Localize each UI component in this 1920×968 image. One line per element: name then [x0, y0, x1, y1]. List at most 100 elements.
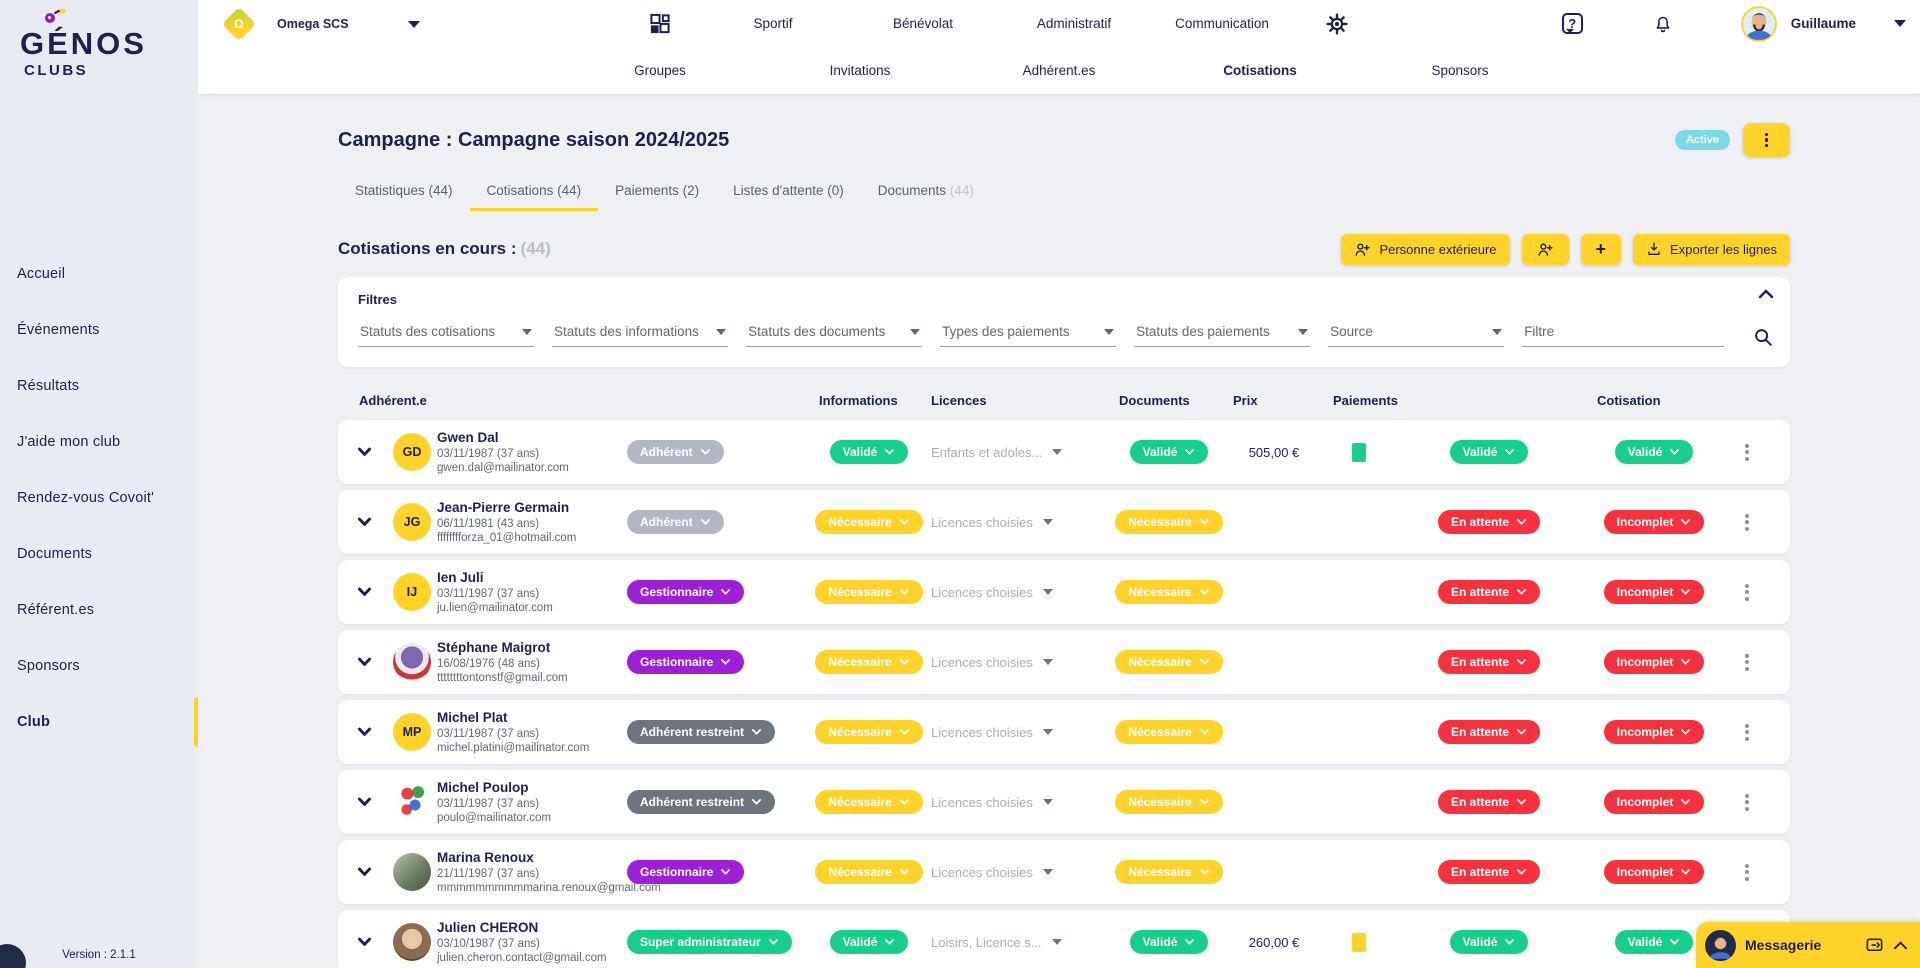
expand-row-button[interactable]: [353, 936, 393, 948]
notifications-bell-icon[interactable]: [1653, 13, 1673, 35]
cotisation-status-badge[interactable]: Validé: [1614, 440, 1694, 464]
informations-status-badge[interactable]: Nécessaire: [815, 650, 923, 674]
expand-row-button[interactable]: [353, 446, 393, 458]
role-badge[interactable]: Gestionnaire: [627, 650, 745, 674]
expand-row-button[interactable]: [353, 866, 393, 878]
nav-item-bénévolat[interactable]: Bénévolat: [892, 16, 954, 31]
cotisation-status-badge[interactable]: Incomplet: [1603, 510, 1705, 534]
licences-select[interactable]: Licences choisies: [919, 865, 1053, 880]
row-menu-button[interactable]: [1719, 860, 1775, 885]
row-menu-button[interactable]: [1719, 580, 1775, 605]
search-button[interactable]: [1752, 326, 1774, 351]
expand-row-button[interactable]: [353, 796, 393, 808]
paiements-status-badge[interactable]: En attente: [1437, 860, 1540, 884]
documents-status-badge[interactable]: Nécessaire: [1115, 510, 1223, 534]
sidebar-item-r-f-rent-es[interactable]: Référent.es: [17, 602, 95, 618]
informations-status-badge[interactable]: Nécessaire: [815, 510, 923, 534]
add-button[interactable]: +: [1580, 233, 1622, 265]
informations-status-badge[interactable]: Validé: [829, 440, 909, 464]
subnav-item-groupes[interactable]: Groupes: [634, 63, 686, 78]
role-badge[interactable]: Super administrateur: [627, 930, 792, 954]
expand-row-button[interactable]: [353, 586, 393, 598]
subnav-item-cotisations[interactable]: Cotisations: [1223, 63, 1297, 78]
expand-row-button[interactable]: [353, 726, 393, 738]
sidebar-item-r-sultats[interactable]: Résultats: [17, 378, 80, 394]
sidebar-item-documents[interactable]: Documents: [17, 546, 93, 562]
chevron-up-icon[interactable]: [1893, 940, 1908, 950]
role-badge[interactable]: Adhérent restreint: [627, 790, 776, 814]
filter-select-statuts-des-documents[interactable]: Statuts des documents: [746, 324, 923, 347]
role-badge[interactable]: Adhérent: [627, 510, 724, 534]
cotisation-status-badge[interactable]: Incomplet: [1603, 580, 1705, 604]
club-selector[interactable]: Ω Omega SCS: [222, 7, 420, 41]
filter-select-source[interactable]: Source: [1328, 324, 1505, 347]
nav-item-administratif[interactable]: Administratif: [1036, 16, 1112, 31]
cotisation-status-badge[interactable]: Validé: [1614, 930, 1694, 954]
cotisation-status-badge[interactable]: Incomplet: [1603, 720, 1705, 744]
licences-select[interactable]: Enfants et adoles...: [919, 445, 1063, 460]
collapse-filters-button[interactable]: [1758, 287, 1774, 302]
role-badge[interactable]: Gestionnaire: [627, 580, 745, 604]
expand-row-button[interactable]: [353, 656, 393, 668]
informations-status-badge[interactable]: Nécessaire: [815, 790, 923, 814]
cotisation-status-badge[interactable]: Incomplet: [1603, 650, 1705, 674]
paiements-status-badge[interactable]: En attente: [1437, 720, 1540, 744]
role-badge[interactable]: Gestionnaire: [627, 860, 745, 884]
documents-status-badge[interactable]: Nécessaire: [1115, 580, 1223, 604]
sidebar-item-club[interactable]: Club: [0, 694, 198, 750]
sidebar-item-accueil[interactable]: Accueil: [17, 266, 66, 282]
user-menu-chevron-icon[interactable]: [1894, 20, 1906, 27]
subnav-item-invitations[interactable]: Invitations: [829, 63, 891, 78]
help-icon[interactable]: ?: [1561, 13, 1583, 34]
documents-status-badge[interactable]: Nécessaire: [1115, 720, 1223, 744]
paiements-status-badge[interactable]: En attente: [1437, 580, 1540, 604]
licences-select[interactable]: Licences choisies: [919, 585, 1053, 600]
licences-select[interactable]: Licences choisies: [919, 655, 1053, 670]
tab-cotisations-[interactable]: Cotisations (44): [469, 174, 599, 211]
settings-gear-icon[interactable]: [1326, 0, 1348, 47]
filter-select-statuts-des-informations[interactable]: Statuts des informations: [552, 324, 729, 347]
paiements-status-badge[interactable]: Validé: [1449, 440, 1529, 464]
paiements-status-badge[interactable]: En attente: [1437, 790, 1540, 814]
row-menu-button[interactable]: [1719, 720, 1775, 745]
documents-status-badge[interactable]: Validé: [1129, 930, 1209, 954]
filter-text-input[interactable]: [1522, 324, 1725, 347]
paiements-status-badge[interactable]: En attente: [1437, 510, 1540, 534]
nav-item-communication[interactable]: Communication: [1175, 16, 1269, 31]
documents-status-badge[interactable]: Nécessaire: [1115, 790, 1223, 814]
role-badge[interactable]: Adhérent restreint: [627, 720, 776, 744]
sidebar-item--v-nements[interactable]: Événements: [17, 322, 100, 338]
add-external-person-button[interactable]: Personne extérieure: [1341, 233, 1510, 265]
documents-status-badge[interactable]: Nécessaire: [1115, 650, 1223, 674]
licences-select[interactable]: Loisirs, Licence s...: [919, 935, 1062, 950]
informations-status-badge[interactable]: Nécessaire: [815, 720, 923, 744]
chat-icon[interactable]: [1865, 936, 1884, 955]
filter-select-types-des-paiements[interactable]: Types des paiements: [940, 324, 1117, 347]
row-menu-button[interactable]: [1719, 790, 1775, 815]
cotisation-status-badge[interactable]: Incomplet: [1603, 790, 1705, 814]
messenger-widget[interactable]: Messagerie: [1696, 922, 1920, 968]
row-menu-button[interactable]: [1719, 440, 1775, 465]
paiements-status-badge[interactable]: Validé: [1449, 930, 1529, 954]
tab-documents[interactable]: Documents (44): [877, 183, 974, 198]
tab-statistiques-[interactable]: Statistiques (44): [355, 183, 453, 198]
licences-select[interactable]: Licences choisies: [919, 795, 1053, 810]
paiements-status-badge[interactable]: En attente: [1437, 650, 1540, 674]
filter-select-statuts-des-paiements[interactable]: Statuts des paiements: [1134, 324, 1311, 347]
informations-status-badge[interactable]: Nécessaire: [815, 860, 923, 884]
campaign-menu-button[interactable]: [1743, 123, 1790, 157]
export-rows-button[interactable]: Exporter les lignes: [1633, 233, 1790, 265]
add-member-button[interactable]: [1521, 233, 1569, 265]
row-menu-button[interactable]: [1719, 510, 1775, 535]
licences-select[interactable]: Licences choisies: [919, 725, 1053, 740]
sidebar-item-j-aide-mon-club[interactable]: J'aide mon club: [17, 434, 121, 450]
licences-select[interactable]: Licences choisies: [919, 515, 1053, 530]
informations-status-badge[interactable]: Validé: [829, 930, 909, 954]
informations-status-badge[interactable]: Nécessaire: [815, 580, 923, 604]
subnav-item-sponsors[interactable]: Sponsors: [1431, 63, 1489, 78]
documents-status-badge[interactable]: Validé: [1129, 440, 1209, 464]
sidebar-item-sponsors[interactable]: Sponsors: [17, 658, 80, 674]
corner-chat-bubble[interactable]: [0, 944, 26, 968]
user-avatar[interactable]: [1740, 5, 1777, 42]
cotisation-status-badge[interactable]: Incomplet: [1603, 860, 1705, 884]
